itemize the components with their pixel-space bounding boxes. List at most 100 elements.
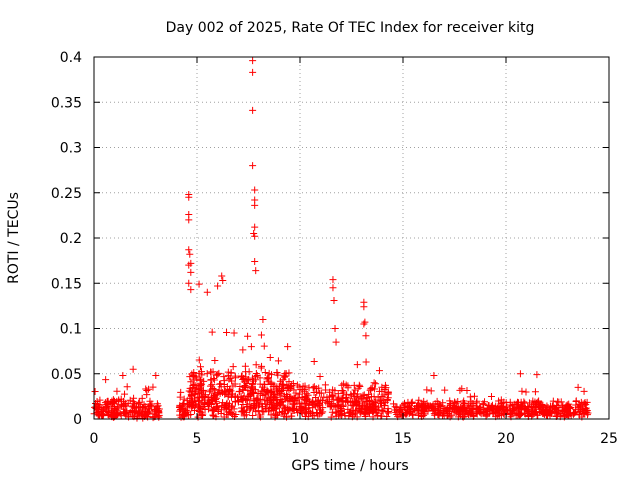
data-point <box>554 409 562 417</box>
data-point <box>254 389 262 397</box>
peak-point <box>574 383 582 391</box>
data-point <box>559 403 567 411</box>
data-point <box>207 386 215 394</box>
data-point <box>240 378 248 386</box>
data-point <box>450 408 458 416</box>
data-point <box>310 383 318 391</box>
data-point <box>396 404 404 412</box>
data-point <box>473 397 481 405</box>
peak-point <box>251 186 259 194</box>
data-point <box>272 404 280 412</box>
peak-point <box>249 68 257 76</box>
data-point <box>338 386 346 394</box>
data-point <box>204 399 212 407</box>
data-point <box>239 394 247 402</box>
peak-point <box>330 296 338 304</box>
data-point <box>271 405 279 413</box>
data-point <box>316 372 324 380</box>
data-point <box>390 400 398 408</box>
data-point <box>248 389 256 397</box>
data-point <box>145 385 153 393</box>
peak-point <box>187 286 195 294</box>
data-point <box>310 400 318 408</box>
peak-point <box>152 372 160 380</box>
data-point <box>179 411 187 419</box>
data-point <box>272 411 280 419</box>
data-point <box>264 374 272 382</box>
data-point <box>236 387 244 395</box>
y-tick-label: 0.2 <box>60 231 82 247</box>
x-tick-label: 10 <box>291 431 309 447</box>
data-point <box>121 409 129 417</box>
data-point <box>249 412 257 420</box>
data-point <box>516 405 524 413</box>
y-tick-label: 0.4 <box>60 50 82 66</box>
data-point <box>476 408 484 416</box>
peak-point <box>361 318 369 326</box>
data-point <box>208 407 216 415</box>
data-point <box>107 408 115 416</box>
data-point <box>136 398 144 406</box>
data-point <box>374 393 382 401</box>
data-point <box>290 400 298 408</box>
peak-point <box>251 223 259 231</box>
data-point <box>209 368 217 376</box>
data-point <box>549 397 557 405</box>
axis-ticks: 0 5 10 15 20 25 0 0.05 0.1 0.15 0.2 0.25 0.3 0.35 0.4 <box>51 50 618 447</box>
data-point <box>304 391 312 399</box>
data-point <box>487 393 495 401</box>
data-point <box>341 411 349 419</box>
data-point <box>456 403 464 411</box>
data-point <box>260 342 268 350</box>
peak-point <box>129 365 137 373</box>
data-point <box>262 405 270 413</box>
data-point <box>489 410 497 418</box>
data-point <box>470 392 478 400</box>
peak-point <box>214 282 222 290</box>
data-point <box>510 400 518 408</box>
peak-point <box>218 272 226 280</box>
data-point <box>94 411 102 419</box>
data-point <box>273 369 281 377</box>
data-point <box>356 382 364 390</box>
data-point <box>266 354 274 362</box>
data-point <box>439 407 447 415</box>
data-point <box>192 388 200 396</box>
data-point <box>271 394 279 402</box>
data-point <box>195 369 203 377</box>
data-points <box>90 57 592 422</box>
data-point <box>176 406 184 414</box>
peak-point <box>360 303 368 311</box>
y-tick-label: 0.15 <box>51 276 82 292</box>
data-point <box>281 410 289 418</box>
data-point <box>395 408 403 416</box>
data-point <box>563 404 571 412</box>
x-tick-label: 25 <box>600 431 618 447</box>
data-point <box>458 385 466 393</box>
data-point <box>431 411 439 419</box>
data-point <box>439 399 447 407</box>
data-point <box>238 404 246 412</box>
data-point <box>347 407 355 415</box>
data-point <box>441 386 449 394</box>
data-point <box>274 357 282 365</box>
data-point <box>234 397 242 405</box>
data-point <box>245 375 253 383</box>
data-point <box>138 394 146 402</box>
data-point <box>310 358 318 366</box>
data-point <box>193 374 201 382</box>
plot-frame <box>93 56 610 420</box>
data-point <box>229 363 237 371</box>
data-point <box>301 385 309 393</box>
data-point <box>188 370 196 378</box>
data-point <box>431 400 439 408</box>
data-point <box>265 369 273 377</box>
peak-point <box>251 258 259 266</box>
peak-point <box>251 232 259 240</box>
peak-point <box>331 325 339 332</box>
data-point <box>572 406 580 414</box>
data-point <box>530 408 538 416</box>
peak-point <box>332 338 340 346</box>
data-point <box>407 399 415 407</box>
data-point <box>91 387 99 395</box>
